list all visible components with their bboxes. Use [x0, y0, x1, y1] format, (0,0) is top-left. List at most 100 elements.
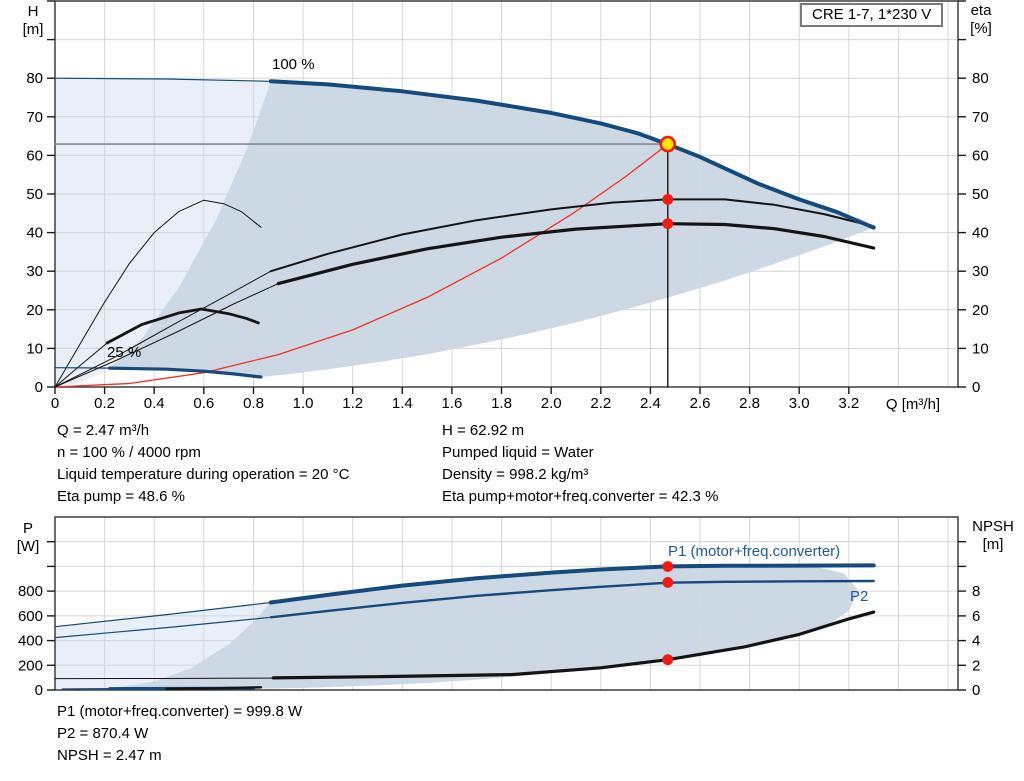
left-tick-label: 70: [26, 109, 43, 126]
x-tick-label: 2.2: [590, 395, 611, 412]
duty-info-left: Q = 2.47 m³/h n = 100 % / 4000 rpm Liqui…: [57, 420, 349, 508]
x-tick-label: 1.6: [441, 395, 462, 412]
p2-curve: [269, 579, 875, 619]
right-tick-label: 50: [972, 186, 989, 203]
system-curve-red: [54, 143, 669, 388]
pump-model-label: CRE 1-7, 1*230 V: [812, 6, 932, 23]
right-tick-label: 2: [972, 657, 980, 674]
p-axis-unit: [W]: [16, 538, 40, 555]
duty-point[interactable]: [659, 135, 677, 153]
x-tick-label: 1.4: [392, 395, 413, 412]
info-line-density: Density = 998.2 kg/m³: [442, 466, 589, 483]
right-tick-label: 20: [972, 302, 989, 319]
x-tick-label: 2.6: [690, 395, 711, 412]
qh-100-thin: [54, 77, 272, 82]
q-axis-title: Q [m³/h]: [885, 396, 941, 413]
x-tick-label: 1.2: [342, 395, 363, 412]
right-tick-label: 30: [972, 263, 989, 280]
x-tick-label: 2.4: [640, 395, 661, 412]
npsh-thin: [54, 677, 274, 680]
right-tick-label: 40: [972, 225, 989, 242]
info-line-q: Q = 2.47 m³/h: [57, 422, 150, 439]
right-tick-label: 6: [972, 608, 980, 625]
left-tick-label: 400: [18, 633, 43, 650]
left-tick-label: 800: [18, 583, 43, 600]
eta-pump-point: [662, 194, 674, 205]
p1-thin: [54, 601, 272, 628]
duty-info-right: H = 62.92 m Pumped liquid = Water Densit…: [442, 420, 718, 508]
info-line-eta-total: Eta pump+motor+freq.converter = 42.3 %: [442, 488, 719, 505]
eta-axis-symbol: eta: [970, 2, 992, 19]
right-tick-label: 0: [972, 379, 980, 396]
left-tick-label: 60: [26, 147, 43, 164]
p2-point: [662, 577, 674, 588]
p-axis-symbol: P: [22, 520, 33, 537]
x-tick-label: 0.6: [193, 395, 214, 412]
eta-pump-25-curve: [54, 199, 262, 388]
x-tick-label: 0: [51, 395, 59, 412]
p1-curve-label: P1 (motor+freq.converter): [668, 543, 841, 560]
right-tick-label: 70: [972, 109, 989, 126]
left-tick-label: 20: [26, 302, 43, 319]
power-npsh-chart: 0 200 400 600 800 0 2 4 6 8: [18, 516, 980, 699]
power-info-block: P1 (motor+freq.converter) = 999.8 W P2 =…: [57, 701, 302, 767]
info-line-liquid: Pumped liquid = Water: [442, 444, 594, 461]
right-tick-label: 10: [972, 340, 989, 357]
x-tick-label: 1.0: [293, 395, 314, 412]
h-axis-title: H [m]: [13, 3, 53, 39]
left-tick-label: 0: [35, 682, 43, 699]
p1-curve: [268, 563, 876, 605]
qh-eta-chart: 0 10 20 30 40 50 60 70 80 0 10 20 30 40 50 60 70 80 0 0.2 0.…: [26, 0, 989, 412]
left-tick-label: 0: [35, 379, 43, 396]
eta-pump-thin: [54, 270, 272, 388]
info-line-p1: P1 (motor+freq.converter) = 999.8 W: [57, 703, 303, 720]
x-tick-label: 3.2: [838, 395, 859, 412]
h-axis-unit: [m]: [22, 21, 44, 38]
eta-total-25-thin: [54, 342, 108, 388]
qh-100-curve: [268, 79, 876, 230]
left-tick-label: 30: [26, 263, 43, 280]
p1-point: [662, 561, 674, 572]
pump-model-badge: CRE 1-7, 1*230 V: [800, 3, 944, 27]
npsh-point: [662, 654, 674, 666]
x-tick-label: 0.4: [144, 395, 165, 412]
right-tick-label: 0: [972, 682, 980, 699]
info-line-h: H = 62.92 m: [442, 422, 525, 439]
speed-100-label: 100 %: [272, 56, 315, 73]
p2-curve-label: P2: [850, 588, 869, 605]
plot-frame: [54, 516, 959, 691]
x-tick-label: 0.8: [243, 395, 264, 412]
qh-25-curve: [107, 366, 263, 379]
eta-axis-title: eta [%]: [961, 2, 1001, 38]
left-tick-label: 50: [26, 186, 43, 203]
right-tick-label: 60: [972, 147, 989, 164]
eta-total-curve: [276, 222, 876, 286]
left-tick-label: 200: [18, 657, 43, 674]
p2-thin: [54, 616, 272, 639]
left-tick-label: 600: [18, 608, 43, 625]
p-axis-title: P [W]: [8, 520, 48, 556]
h-axis-symbol: H: [27, 3, 39, 20]
info-line-eta-pump: Eta pump = 48.6 %: [57, 488, 185, 505]
x-tick-label: 2.8: [739, 395, 760, 412]
x-tick-label: 3.0: [789, 395, 810, 412]
x-tick-label: 1.8: [491, 395, 512, 412]
npsh-axis-title: NPSH [m]: [962, 518, 1024, 554]
npsh-axis-symbol: NPSH: [972, 518, 1014, 535]
info-line-p2: P2 = 870.4 W: [57, 725, 149, 742]
eta-total-thin: [54, 283, 279, 388]
power-range-light-fill: [55, 602, 271, 690]
info-line-temperature: Liquid temperature during operation = 20…: [57, 466, 350, 483]
speed-25-label: 25 %: [107, 344, 142, 361]
x-tick-label: 2.0: [541, 395, 562, 412]
npsh-axis-unit: [m]: [982, 536, 1004, 553]
eta-pump-curve: [269, 198, 875, 273]
right-tick-label: 8: [972, 583, 980, 600]
info-line-speed: n = 100 % / 4000 rpm: [57, 444, 201, 461]
right-tick-label: 4: [972, 633, 980, 650]
left-tick-label: 80: [26, 70, 43, 87]
left-tick-label: 40: [26, 225, 43, 242]
right-tick-label: 80: [972, 70, 989, 87]
